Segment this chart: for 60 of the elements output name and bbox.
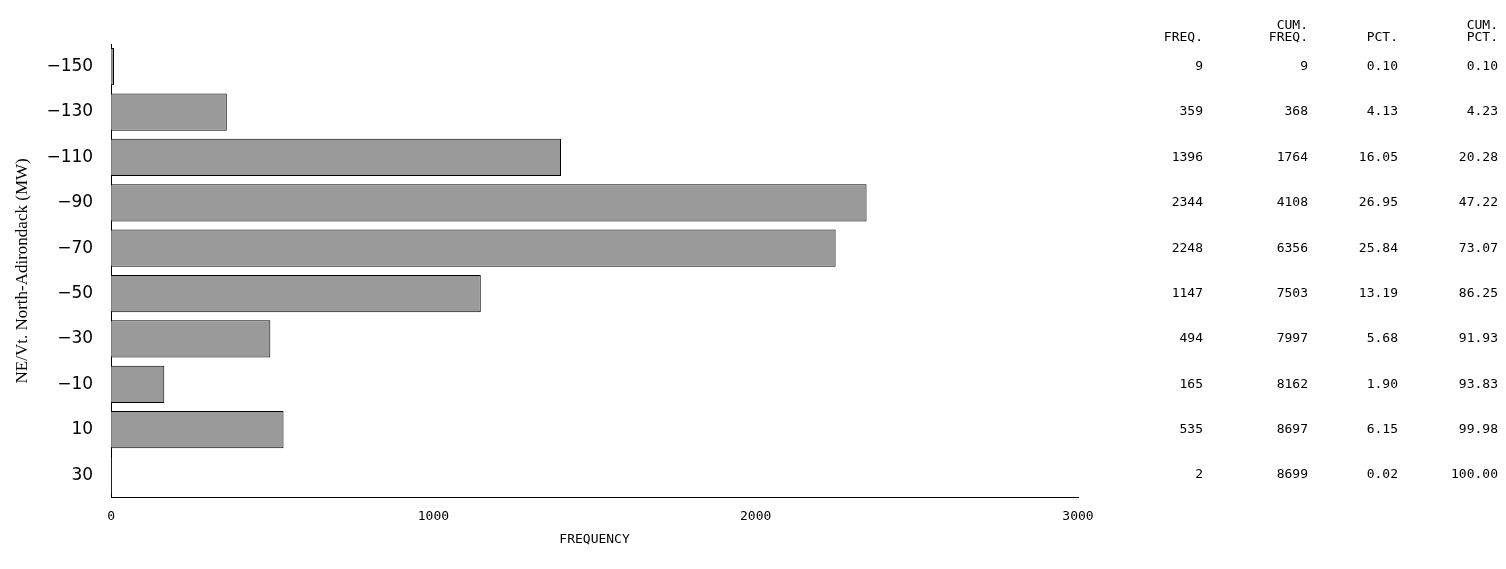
text: 86.25 bbox=[1458, 284, 1498, 300]
x-axis-title: FREQUENCY bbox=[559, 530, 630, 546]
y-axis-title: NE/Vt. North-Adirondack (MW) bbox=[11, 158, 31, 384]
text: 8697 bbox=[1276, 421, 1308, 437]
y-tick-label: 10 bbox=[71, 418, 94, 439]
x-tick-label: 1000 bbox=[417, 507, 450, 523]
text: PCT. bbox=[1366, 29, 1398, 45]
text: 4.23 bbox=[1466, 103, 1498, 119]
text: 93.83 bbox=[1458, 375, 1498, 391]
text: 4.13 bbox=[1366, 103, 1398, 119]
text: 5.68 bbox=[1366, 330, 1398, 346]
data-label: 1396 bbox=[1171, 148, 1203, 164]
text: 7503 bbox=[1276, 284, 1308, 300]
text: 8699 bbox=[1276, 466, 1308, 482]
x-tick-label: 3000 bbox=[1062, 507, 1094, 523]
x-tick-label: 0 bbox=[107, 507, 116, 523]
text: 0.10 bbox=[1366, 58, 1398, 74]
data-label: 2 bbox=[1195, 466, 1203, 482]
data-label: 359 bbox=[1179, 103, 1203, 119]
y-tick-label: −130 bbox=[46, 100, 94, 121]
text: FREQ. bbox=[1163, 29, 1203, 45]
text: CUM. FREQ. bbox=[1268, 17, 1308, 45]
data-label: 494 bbox=[1179, 330, 1204, 346]
text: 13.19 bbox=[1358, 284, 1398, 300]
y-tick-label: −70 bbox=[57, 236, 94, 257]
text: 16.05 bbox=[1358, 148, 1398, 164]
text: 20.28 bbox=[1458, 148, 1498, 164]
x-tick-label: 2000 bbox=[740, 507, 772, 523]
text: 1764 bbox=[1276, 148, 1309, 164]
y-tick-label: 30 bbox=[71, 463, 94, 484]
data-label: 2344 bbox=[1171, 194, 1204, 210]
y-tick-label: −90 bbox=[57, 191, 94, 212]
y-tick-label: −150 bbox=[46, 55, 94, 76]
text: 99.98 bbox=[1458, 421, 1498, 437]
text: 91.93 bbox=[1458, 330, 1498, 346]
y-tick-label: −10 bbox=[57, 372, 94, 393]
text: 368 bbox=[1284, 103, 1308, 119]
text: 9 bbox=[1300, 58, 1308, 74]
text: 47.22 bbox=[1458, 194, 1498, 210]
data-label: 2248 bbox=[1171, 239, 1203, 255]
text: 4108 bbox=[1276, 194, 1308, 210]
data-label: 9 bbox=[1195, 58, 1203, 74]
text: 100.00 bbox=[1451, 466, 1498, 482]
text: 8162 bbox=[1276, 375, 1308, 391]
text: 0.10 bbox=[1466, 58, 1498, 74]
data-label: 535 bbox=[1179, 421, 1203, 437]
data-label: 1147 bbox=[1171, 284, 1203, 300]
data-label: 165 bbox=[1179, 375, 1203, 391]
text: CUM. PCT. bbox=[1466, 17, 1498, 45]
text: 25.84 bbox=[1358, 239, 1399, 255]
y-tick-label: −110 bbox=[46, 145, 94, 166]
text: 73.07 bbox=[1458, 239, 1498, 255]
text: 6356 bbox=[1276, 239, 1308, 255]
text: 1.90 bbox=[1366, 375, 1398, 391]
text: 6.15 bbox=[1366, 421, 1398, 437]
y-tick-label: −50 bbox=[57, 282, 94, 303]
y-tick-label: −30 bbox=[57, 327, 94, 348]
text: 26.95 bbox=[1358, 194, 1398, 210]
text: 0.02 bbox=[1366, 466, 1398, 482]
text: 7997 bbox=[1276, 330, 1308, 346]
